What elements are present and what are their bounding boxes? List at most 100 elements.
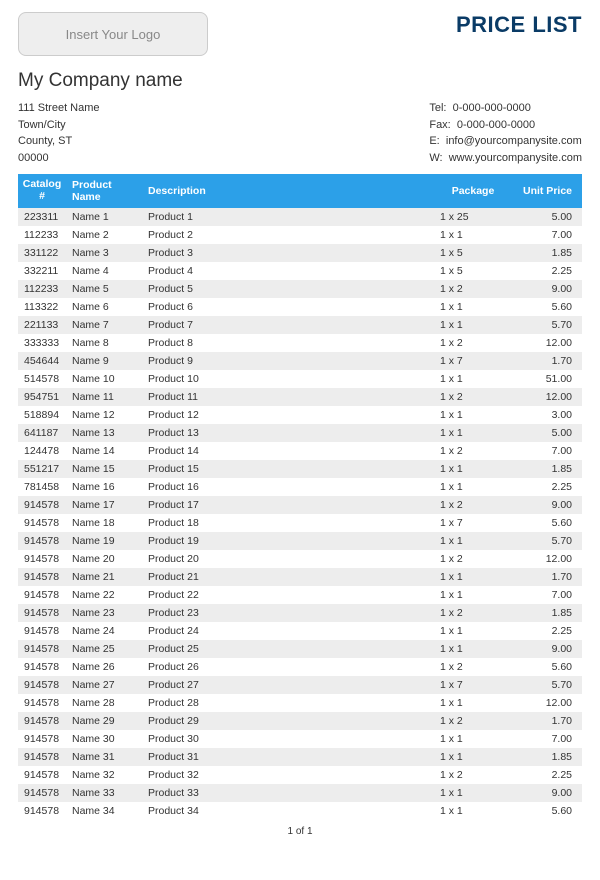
logo-placeholder[interactable]: Insert Your Logo [18, 12, 208, 56]
cell-name: Name 34 [66, 802, 142, 820]
cell-pkg: 1 x 1 [434, 640, 512, 658]
cell-price: 5.70 [512, 316, 582, 334]
cell-catalog: 914578 [18, 712, 66, 730]
cell-desc: Product 3 [142, 244, 434, 262]
cell-price: 9.00 [512, 280, 582, 298]
table-row: 914578Name 21Product 211 x 11.70 [18, 568, 582, 586]
table-row: 914578Name 34Product 341 x 15.60 [18, 802, 582, 820]
cell-desc: Product 5 [142, 280, 434, 298]
cell-name: Name 14 [66, 442, 142, 460]
cell-catalog: 551217 [18, 460, 66, 478]
cell-desc: Product 24 [142, 622, 434, 640]
cell-name: Name 6 [66, 298, 142, 316]
col-header-pkg: Package [434, 174, 512, 208]
cell-pkg: 1 x 5 [434, 262, 512, 280]
col-header-desc: Description [142, 174, 434, 208]
cell-desc: Product 17 [142, 496, 434, 514]
contact-fax: Fax: 0-000-000-0000 [429, 117, 582, 134]
cell-catalog: 914578 [18, 622, 66, 640]
cell-name: Name 28 [66, 694, 142, 712]
cell-price: 1.85 [512, 460, 582, 478]
table-row: 914578Name 23Product 231 x 21.85 [18, 604, 582, 622]
cell-desc: Product 10 [142, 370, 434, 388]
col-header-catalog: Catalog # [18, 174, 66, 208]
address-line1: 111 Street Name [18, 100, 100, 117]
table-row: 914578Name 20Product 201 x 212.00 [18, 550, 582, 568]
table-row: 112233Name 2Product 21 x 17.00 [18, 226, 582, 244]
cell-catalog: 518894 [18, 406, 66, 424]
tel-value: 0-000-000-0000 [453, 102, 531, 114]
cell-catalog: 914578 [18, 550, 66, 568]
page-title: PRICE LIST [456, 12, 582, 38]
cell-catalog: 641187 [18, 424, 66, 442]
cell-name: Name 31 [66, 748, 142, 766]
cell-desc: Product 33 [142, 784, 434, 802]
cell-desc: Product 21 [142, 568, 434, 586]
cell-desc: Product 27 [142, 676, 434, 694]
cell-price: 5.60 [512, 658, 582, 676]
cell-price: 5.70 [512, 676, 582, 694]
col-header-name: Product Name [66, 174, 142, 208]
cell-price: 2.25 [512, 622, 582, 640]
cell-desc: Product 1 [142, 208, 434, 226]
cell-price: 2.25 [512, 478, 582, 496]
contact-block: Tel: 0-000-000-0000 Fax: 0-000-000-0000 … [429, 100, 582, 166]
cell-pkg: 1 x 2 [434, 604, 512, 622]
cell-desc: Product 32 [142, 766, 434, 784]
table-row: 914578Name 32Product 321 x 22.25 [18, 766, 582, 784]
table-row: 514578Name 10Product 101 x 151.00 [18, 370, 582, 388]
cell-name: Name 16 [66, 478, 142, 496]
cell-pkg: 1 x 2 [434, 712, 512, 730]
cell-name: Name 18 [66, 514, 142, 532]
table-row: 551217Name 15Product 151 x 11.85 [18, 460, 582, 478]
cell-desc: Product 16 [142, 478, 434, 496]
cell-desc: Product 29 [142, 712, 434, 730]
cell-name: Name 22 [66, 586, 142, 604]
cell-price: 5.00 [512, 424, 582, 442]
table-row: 914578Name 22Product 221 x 17.00 [18, 586, 582, 604]
cell-price: 7.00 [512, 586, 582, 604]
cell-name: Name 8 [66, 334, 142, 352]
cell-catalog: 781458 [18, 478, 66, 496]
cell-price: 51.00 [512, 370, 582, 388]
cell-name: Name 24 [66, 622, 142, 640]
cell-desc: Product 8 [142, 334, 434, 352]
cell-pkg: 1 x 2 [434, 658, 512, 676]
cell-name: Name 23 [66, 604, 142, 622]
table-row: 518894Name 12Product 121 x 13.00 [18, 406, 582, 424]
cell-price: 12.00 [512, 550, 582, 568]
cell-name: Name 32 [66, 766, 142, 784]
table-row: 914578Name 25Product 251 x 19.00 [18, 640, 582, 658]
table-row: 914578Name 24Product 241 x 12.25 [18, 622, 582, 640]
cell-price: 1.85 [512, 244, 582, 262]
cell-pkg: 1 x 1 [434, 568, 512, 586]
cell-catalog: 221133 [18, 316, 66, 334]
email-label: E: [429, 135, 439, 147]
cell-pkg: 1 x 1 [434, 802, 512, 820]
table-row: 914578Name 19Product 191 x 15.70 [18, 532, 582, 550]
table-row: 641187Name 13Product 131 x 15.00 [18, 424, 582, 442]
cell-catalog: 914578 [18, 568, 66, 586]
cell-price: 7.00 [512, 442, 582, 460]
cell-pkg: 1 x 1 [434, 406, 512, 424]
cell-catalog: 914578 [18, 784, 66, 802]
cell-desc: Product 14 [142, 442, 434, 460]
cell-pkg: 1 x 25 [434, 208, 512, 226]
table-row: 223311Name 1Product 11 x 255.00 [18, 208, 582, 226]
cell-pkg: 1 x 7 [434, 676, 512, 694]
cell-pkg: 1 x 1 [434, 784, 512, 802]
table-row: 954751Name 11Product 111 x 212.00 [18, 388, 582, 406]
table-body: 223311Name 1Product 11 x 255.00112233Nam… [18, 208, 582, 820]
cell-name: Name 15 [66, 460, 142, 478]
cell-catalog: 914578 [18, 802, 66, 820]
cell-desc: Product 31 [142, 748, 434, 766]
cell-catalog: 914578 [18, 586, 66, 604]
cell-price: 9.00 [512, 784, 582, 802]
cell-desc: Product 23 [142, 604, 434, 622]
cell-name: Name 4 [66, 262, 142, 280]
table-row: 331122Name 3Product 31 x 51.85 [18, 244, 582, 262]
cell-catalog: 914578 [18, 658, 66, 676]
cell-catalog: 914578 [18, 730, 66, 748]
cell-pkg: 1 x 2 [434, 496, 512, 514]
cell-pkg: 1 x 2 [434, 550, 512, 568]
